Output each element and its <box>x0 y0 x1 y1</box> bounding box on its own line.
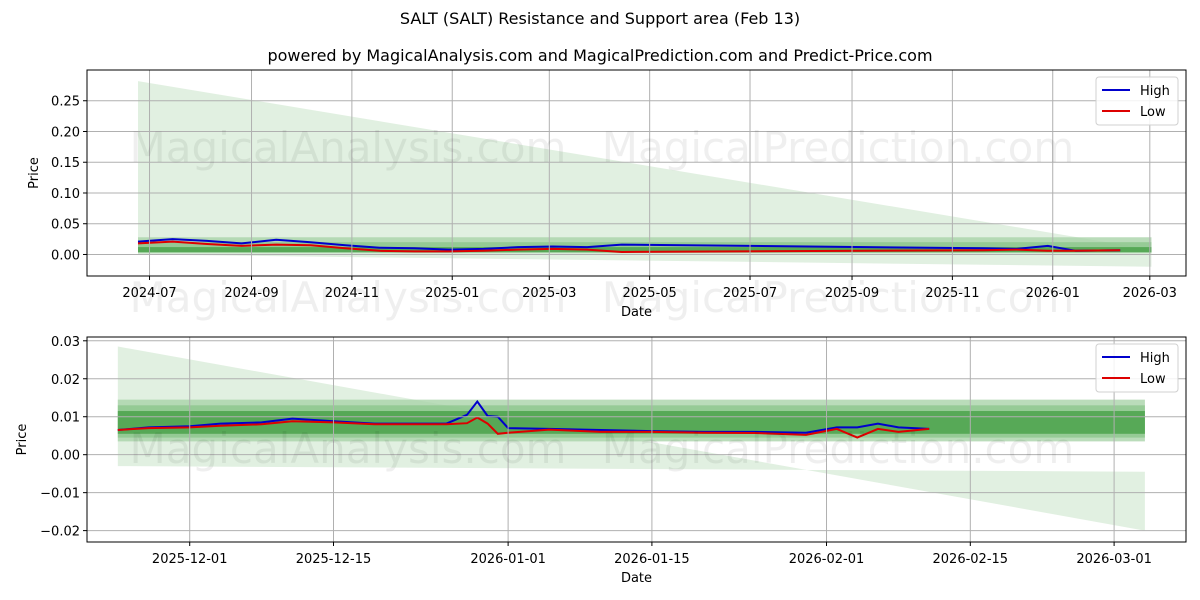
x-tick-label: 2025-03 <box>522 286 576 301</box>
watermark-text: MagicalPrediction.com <box>602 273 1075 322</box>
watermark-text: MagicalAnalysis.com <box>130 123 567 172</box>
chart-panel-2: −0.02 −0.01 0.00 0.01 0.02 0.03 2025-12-01 2025… <box>15 335 1187 586</box>
y-tick-label: 0.00 <box>51 248 80 263</box>
y-tick-label: 0.10 <box>51 187 80 202</box>
x-tick-label: 2025-01 <box>425 286 479 301</box>
axes-frame <box>86 336 1187 543</box>
x-tick-label: 2026-03 <box>1123 286 1177 301</box>
y-tick-label: 0.20 <box>51 125 80 140</box>
x-axis-label: Date <box>621 571 652 586</box>
prediction-cone <box>117 346 1145 531</box>
series-line-low <box>137 240 1121 254</box>
y-axis-label: Price <box>27 157 42 189</box>
x-axis-label: Date <box>621 305 652 320</box>
y-tick-label: 0.03 <box>51 335 80 350</box>
x-tick-label: 2026-03-01 <box>1076 552 1152 567</box>
x-tick-label: 2025-05 <box>622 286 676 301</box>
watermark-text: MagicalAnalysis.com <box>130 273 567 322</box>
support-resistance-band-3 <box>138 247 1152 253</box>
y-tick-label: 0.00 <box>51 449 80 464</box>
x-tick-label: 2024-07 <box>122 286 176 301</box>
legend: High Low <box>1095 76 1179 126</box>
x-tick-label: 2025-12-01 <box>152 552 228 567</box>
y-tick-label: 0.05 <box>51 218 80 233</box>
chart-panel-1: 0.00 0.05 0.10 0.15 0.20 0.25 2024-07 2024-09 20… <box>27 69 1187 320</box>
y-axis-label: Price <box>15 424 30 456</box>
x-tick-label: 2026-01 <box>1026 286 1080 301</box>
watermark-text: MagicalAnalysis.com <box>130 424 567 473</box>
chart-subtitle: powered by MagicalAnalysis.com and Magic… <box>267 46 933 65</box>
x-tick-label: 2026-02-01 <box>789 552 865 567</box>
axes-frame <box>86 69 1187 277</box>
watermark-text: MagicalPrediction.com <box>602 424 1075 473</box>
legend-label-low: Low <box>1140 105 1166 120</box>
y-tick-label: 0.01 <box>51 411 80 426</box>
y-tick-label: 0.02 <box>51 373 80 388</box>
x-tick-label: 2026-01-01 <box>470 552 546 567</box>
x-tick-label: 2024-11 <box>325 286 379 301</box>
x-tick-label: 2026-02-15 <box>933 552 1009 567</box>
x-tick-label: 2026-01-15 <box>614 552 690 567</box>
x-tick-label: 2025-07 <box>723 286 777 301</box>
series-line-low <box>117 416 930 439</box>
legend-label-high: High <box>1140 351 1170 366</box>
legend-label-high: High <box>1140 84 1170 99</box>
prediction-cone <box>138 81 1152 267</box>
y-tick-label: 0.25 <box>51 95 80 110</box>
x-tick-label: 2025-11 <box>925 286 979 301</box>
y-tick-label: 0.15 <box>51 156 80 171</box>
x-tick-label: 2025-12-15 <box>296 552 372 567</box>
y-tick-label: −0.01 <box>40 487 80 502</box>
x-tick-label: 2024-09 <box>224 286 278 301</box>
chart-title: SALT (SALT) Resistance and Support area … <box>399 9 801 28</box>
x-tick-label: 2025-09 <box>825 286 879 301</box>
legend: High Low <box>1095 343 1179 393</box>
watermark-text: MagicalPrediction.com <box>602 123 1075 172</box>
y-tick-label: −0.02 <box>40 525 80 540</box>
legend-label-low: Low <box>1140 372 1166 387</box>
